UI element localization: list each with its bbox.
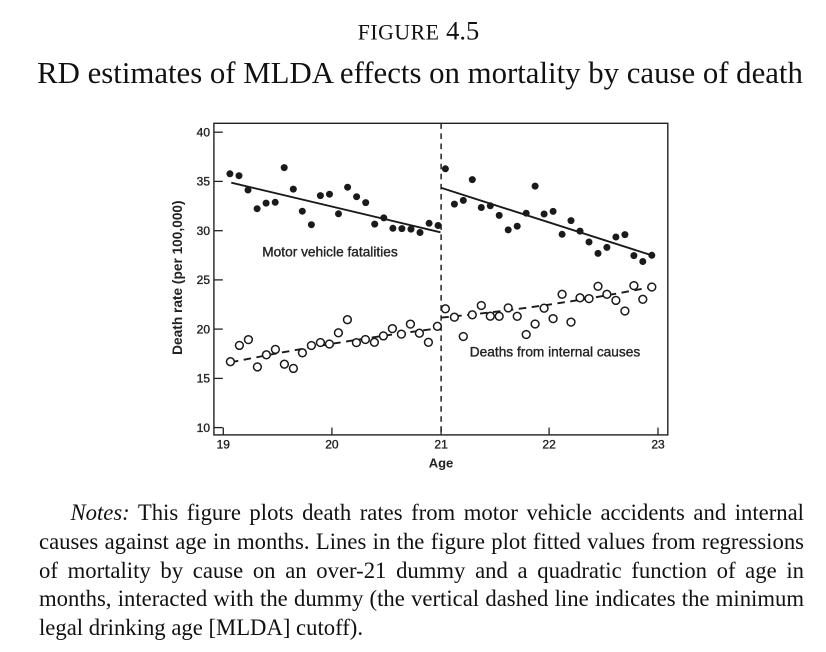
- svg-text:19: 19: [217, 438, 231, 452]
- svg-text:10: 10: [197, 421, 211, 435]
- svg-text:35: 35: [197, 175, 211, 189]
- svg-text:20: 20: [325, 438, 339, 452]
- svg-text:22: 22: [542, 438, 556, 452]
- svg-text:FIGURE 4.5: FIGURE 4.5: [358, 16, 479, 46]
- svg-text:Age: Age: [429, 455, 454, 470]
- svg-text:Motor vehicle fatalities: Motor vehicle fatalities: [262, 244, 398, 259]
- svg-text:20: 20: [197, 322, 211, 336]
- svg-text:21: 21: [434, 438, 448, 452]
- svg-text:23: 23: [651, 438, 665, 452]
- svg-text:25: 25: [197, 273, 211, 287]
- svg-text:Death rate (per 100,000): Death rate (per 100,000): [170, 200, 185, 354]
- svg-text:40: 40: [197, 126, 211, 140]
- svg-text:15: 15: [197, 372, 211, 386]
- svg-text:30: 30: [197, 224, 211, 238]
- svg-text:Deaths from internal causes: Deaths from internal causes: [470, 344, 641, 359]
- svg-text:RD estimates of MLDA effects o: RD estimates of MLDA effects on mortalit…: [37, 56, 803, 90]
